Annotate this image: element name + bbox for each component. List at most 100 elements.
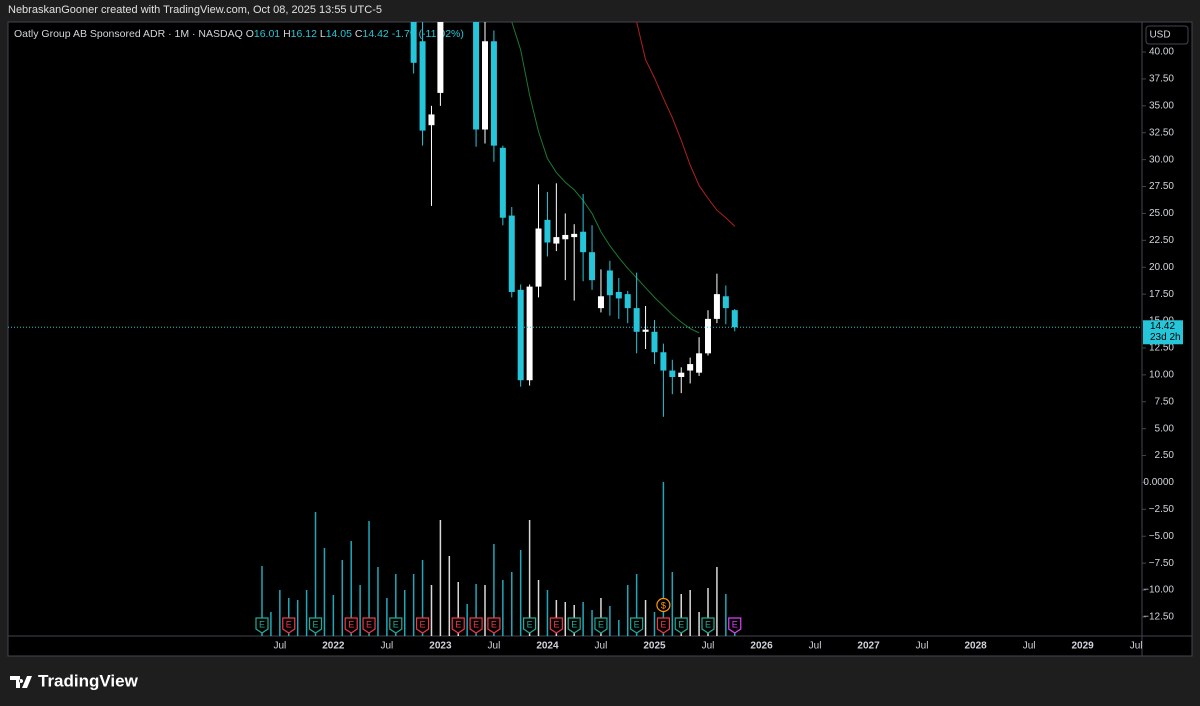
- plot-area: E E E E E E E E E E E E E E E E E E E $: [8, 22, 1142, 636]
- earnings-label: E: [491, 619, 497, 629]
- candle-body: [571, 233, 578, 238]
- volume-bar: [600, 598, 602, 636]
- volume-bar: [475, 584, 477, 636]
- volume-bar: [493, 544, 495, 636]
- last-price-tag: [1143, 320, 1183, 345]
- candle-body: [660, 352, 667, 371]
- dividend-label: $: [661, 600, 666, 610]
- candle-body: [410, 22, 417, 63]
- volume-bar: [386, 598, 388, 636]
- ohlc-prefix: L: [320, 28, 326, 40]
- earnings-badge: [594, 617, 608, 634]
- earnings-label: E: [571, 619, 577, 629]
- volume-bar: [537, 580, 540, 636]
- candle-body: [553, 237, 560, 244]
- earnings-label: E: [553, 619, 559, 629]
- volume-bar: [698, 612, 700, 636]
- volume-bar: [430, 585, 433, 636]
- earnings-label: E: [634, 619, 640, 629]
- earnings-badge: [674, 617, 688, 634]
- candle-body: [437, 22, 444, 93]
- candle-body: [517, 289, 524, 381]
- ohlc-prefix: H: [283, 28, 291, 40]
- earnings-label: E: [286, 619, 292, 629]
- volume-bar: [341, 560, 344, 636]
- y-tick-label: 7.50: [1155, 396, 1175, 407]
- candle-body: [490, 41, 497, 146]
- y-tick-label: 25.00: [1149, 208, 1174, 219]
- candle-body: [687, 364, 694, 371]
- earnings-badge: [389, 617, 403, 634]
- y-tick-label: −7.50: [1149, 558, 1175, 569]
- volume-bar: [591, 610, 593, 636]
- earnings-badge: [701, 617, 715, 634]
- earnings-label: E: [420, 619, 426, 629]
- brand: TradingView: [38, 671, 139, 690]
- candle-body: [508, 215, 515, 292]
- y-tick-label: 37.50: [1149, 74, 1174, 85]
- earnings-label: E: [732, 619, 738, 629]
- candle-body: [580, 231, 587, 253]
- volume-bar: [707, 588, 709, 636]
- candle-body: [669, 370, 676, 377]
- volume-bar: [270, 612, 272, 636]
- volume-bar: [725, 594, 727, 636]
- y-tick-label: 22.50: [1149, 235, 1174, 246]
- ohlc-value: 16.01: [254, 28, 280, 40]
- volume-bar: [395, 574, 397, 636]
- volume-bar: [288, 598, 290, 636]
- earnings-label: E: [348, 619, 354, 629]
- candle-body: [606, 270, 613, 296]
- y-tick-label: 20.00: [1149, 262, 1174, 273]
- y-tick-label: −2.50: [1149, 504, 1175, 515]
- volume-bar: [448, 556, 451, 636]
- volume-bar: [680, 594, 682, 636]
- y-tick-label: 10.00: [1149, 369, 1174, 380]
- volume-bar: [635, 574, 638, 636]
- volume-bar: [466, 604, 468, 636]
- moving-average: [636, 22, 736, 227]
- candle-body: [642, 329, 649, 332]
- currency-box[interactable]: [1145, 25, 1189, 45]
- volume-bar: [296, 600, 299, 636]
- candle-body: [705, 318, 711, 354]
- candle-body: [713, 294, 720, 319]
- earnings-badge: [308, 617, 323, 634]
- x-tick-label: Jul: [1130, 641, 1143, 652]
- x-tick-label: Jul: [273, 641, 286, 652]
- x-tick-label: 2026: [750, 641, 773, 652]
- earnings-badge: [549, 617, 563, 634]
- candle-body: [615, 291, 622, 299]
- x-tick-label: Jul: [595, 641, 608, 652]
- earnings-label: E: [313, 619, 319, 629]
- y-tick-label: 40.00: [1149, 47, 1174, 58]
- y-tick-label: 0.0000: [1143, 477, 1174, 488]
- candle-body: [731, 310, 738, 328]
- volume-bar: [502, 580, 504, 636]
- y-tick-label: 2.50: [1155, 450, 1175, 461]
- ohlc-prefix: O: [246, 28, 254, 40]
- candle-body: [544, 219, 551, 243]
- candle-body: [473, 22, 480, 130]
- candle-body: [696, 353, 703, 373]
- candle-body: [678, 372, 685, 377]
- y-tick-label: 17.50: [1149, 289, 1174, 300]
- volume-bar: [511, 572, 513, 636]
- y-tick-label: 12.50: [1149, 343, 1174, 354]
- earnings-badge: [630, 617, 644, 634]
- volume-bar: [323, 548, 326, 636]
- candle-body: [419, 41, 426, 131]
- earnings-badge: [451, 617, 465, 634]
- earnings-label: E: [678, 619, 684, 629]
- x-tick-label: 2024: [536, 641, 559, 652]
- x-tick-label: 2025: [643, 641, 666, 652]
- currency[interactable]: USD: [1149, 30, 1170, 41]
- candle-body: [428, 114, 435, 126]
- chart-frame: [7, 21, 1193, 657]
- earnings-badge: [523, 617, 537, 634]
- volume-bar: [689, 590, 691, 636]
- earnings-label: E: [393, 619, 399, 629]
- moving-average: [511, 22, 700, 334]
- volume-bar: [671, 572, 674, 636]
